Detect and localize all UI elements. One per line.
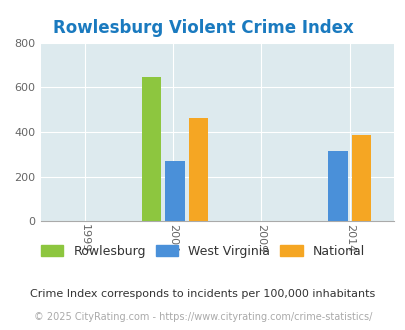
Bar — [188, 117, 207, 221]
Text: Crime Index corresponds to incidents per 100,000 inhabitants: Crime Index corresponds to incidents per… — [30, 289, 375, 299]
Bar — [142, 77, 161, 221]
Bar — [328, 151, 347, 221]
Legend: Rowlesburg, West Virginia, National: Rowlesburg, West Virginia, National — [36, 240, 369, 263]
Text: © 2025 CityRating.com - https://www.cityrating.com/crime-statistics/: © 2025 CityRating.com - https://www.city… — [34, 312, 371, 322]
Bar — [351, 135, 370, 221]
Bar — [165, 161, 184, 221]
Text: Rowlesburg Violent Crime Index: Rowlesburg Violent Crime Index — [53, 19, 352, 37]
